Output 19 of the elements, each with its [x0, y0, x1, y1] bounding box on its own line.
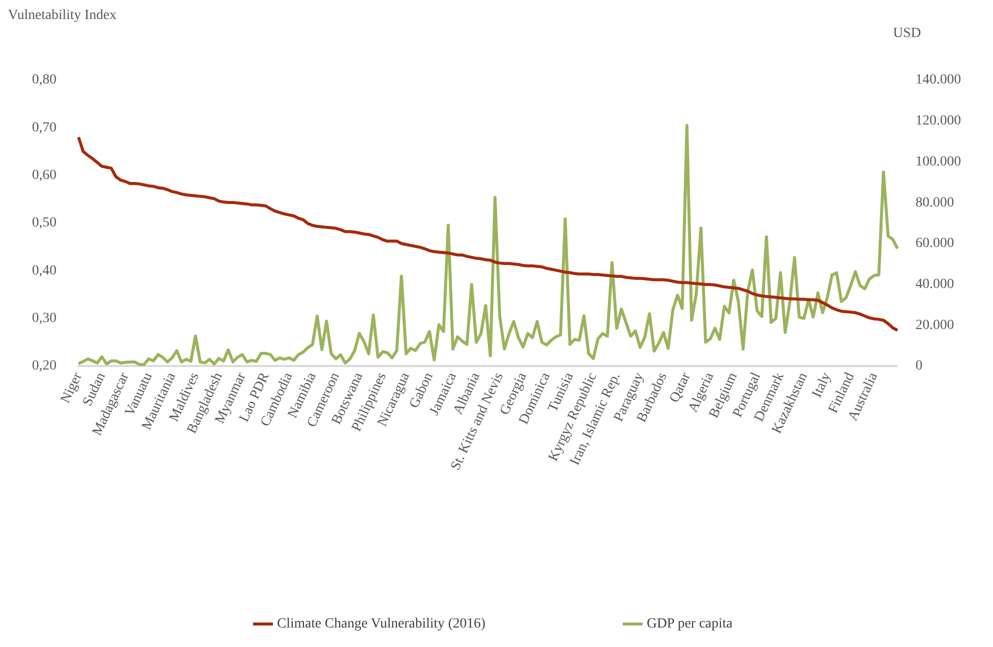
y-tick-label: 0,30 — [32, 311, 56, 326]
y2-tick-label: 100.000 — [916, 154, 961, 170]
legend-label: Climate Change Vulnerability (2016) — [276, 616, 486, 632]
y-tick-label: 0,70 — [32, 120, 56, 136]
legend-label: GDP per capita — [646, 616, 734, 632]
y2-tick-label: 20.000 — [916, 318, 954, 333]
y-tick-label: 0,40 — [32, 263, 56, 278]
y-axis-title: Vulnetability Index — [8, 8, 116, 24]
y2-tick-label: 60.000 — [916, 236, 954, 252]
y2-tick-label: 80.000 — [916, 195, 954, 210]
y-tick-label: 0,60 — [32, 168, 56, 184]
y2-tick-label: 120.000 — [916, 114, 961, 129]
y2-axis-title: USD — [892, 26, 921, 42]
y2-tick-label: 40.000 — [916, 276, 954, 292]
y2-tick-label: 140.000 — [916, 72, 961, 88]
y-tick-label: 0,50 — [32, 216, 56, 231]
y2-tick-label: 0 — [916, 358, 922, 374]
y-tick-label: 0,80 — [32, 72, 56, 88]
y-tick-label: 0,20 — [32, 358, 56, 374]
